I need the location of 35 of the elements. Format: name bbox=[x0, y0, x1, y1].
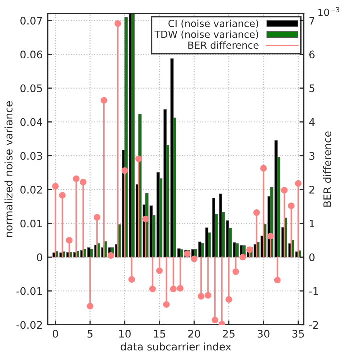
legend-label: CI (noise variance) bbox=[168, 20, 258, 29]
y-tick-label: 0 bbox=[37, 254, 42, 262]
y-tick-label: 0.03 bbox=[20, 152, 42, 160]
y2-tick-label: 0 bbox=[310, 254, 315, 262]
x-tick-label: 15 bbox=[154, 330, 166, 338]
y-tick-label: -0.02 bbox=[16, 321, 42, 330]
y2-tick-label: -2 bbox=[309, 321, 318, 329]
y2-tick-label: -1 bbox=[309, 288, 318, 296]
y-tick-label: -0.01 bbox=[16, 287, 42, 296]
y2-tick-label: 4 bbox=[309, 118, 315, 126]
legend-label: TDW (noise variance) bbox=[154, 30, 258, 40]
y-axis-title: normalized noise variance bbox=[4, 102, 13, 238]
x-tick-label: 35 bbox=[292, 330, 304, 338]
x-tick-label: 5 bbox=[88, 330, 93, 338]
y-tick-label: 0.06 bbox=[20, 50, 42, 59]
y2-tick-label: 1 bbox=[310, 220, 315, 228]
y2-tick-label: 2 bbox=[310, 186, 314, 194]
legend-label: BER difference bbox=[188, 42, 259, 50]
y-tick-label: 0.04 bbox=[20, 118, 43, 126]
x-tick-label: 25 bbox=[223, 330, 235, 338]
x-tick-label: 30 bbox=[258, 330, 270, 338]
y2-axis-title: BER difference bbox=[323, 132, 332, 207]
y2-tick-label: 6 bbox=[310, 50, 315, 59]
y-tick-label: 0.05 bbox=[20, 84, 42, 92]
x-tick-label: 20 bbox=[188, 330, 200, 338]
text: 10$^{−3}$ bbox=[318, 7, 340, 16]
y-tick-label: 0.07 bbox=[20, 16, 42, 25]
y-tick-label: 0.02 bbox=[20, 186, 42, 194]
y-tick-label: 0.01 bbox=[20, 220, 42, 228]
y2-tick-label: 3 bbox=[310, 152, 315, 160]
x-tick-label: 0 bbox=[53, 330, 58, 338]
y2-tick-label: 7 bbox=[310, 17, 315, 25]
x-tick-label: 10 bbox=[120, 330, 131, 338]
x-axis-title: data subcarrier index bbox=[120, 342, 232, 351]
y2-tick-label: 5 bbox=[310, 84, 315, 92]
